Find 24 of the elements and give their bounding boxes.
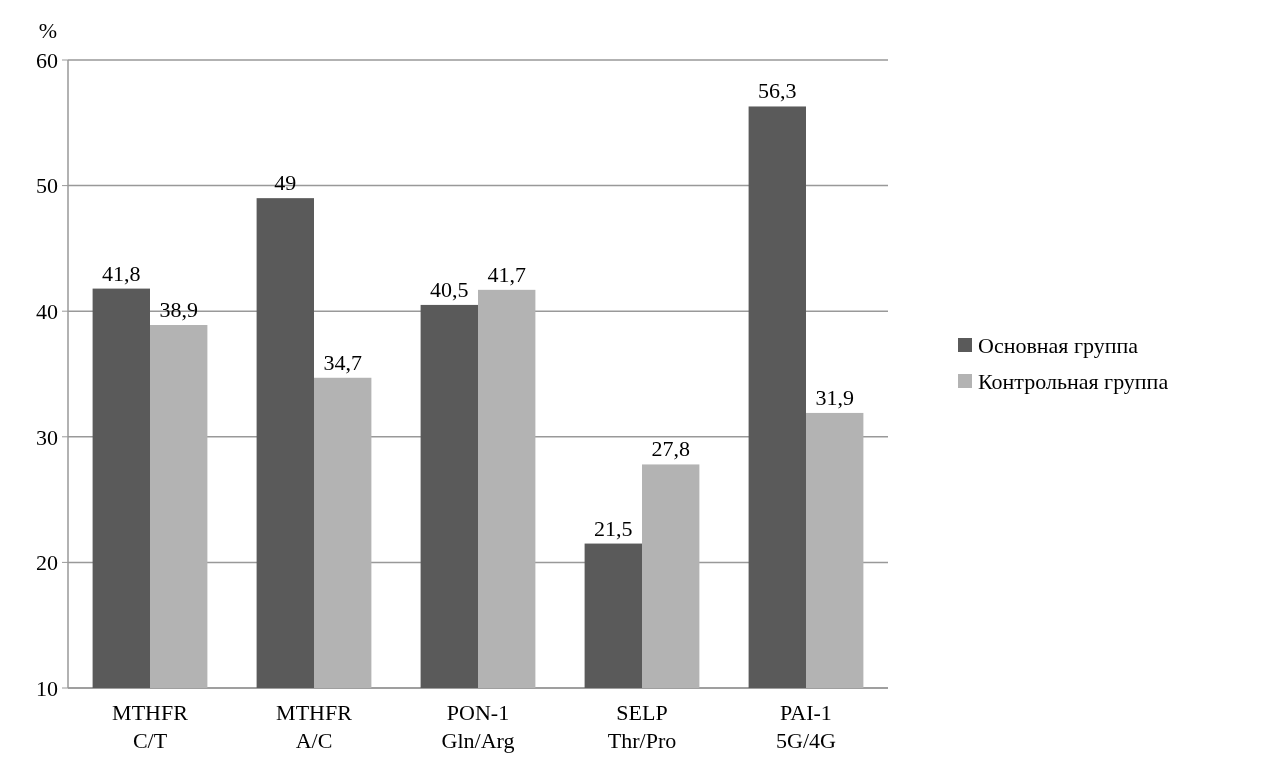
data-label: 40,5 xyxy=(430,276,469,302)
data-label: 31,9 xyxy=(815,384,854,410)
y-axis-title: % xyxy=(38,18,58,43)
y-tick-label: 60 xyxy=(36,47,58,73)
y-tick-label: 50 xyxy=(36,173,58,199)
data-label: 34,7 xyxy=(323,349,362,375)
y-tick-label: 10 xyxy=(36,675,58,701)
data-label: 49 xyxy=(274,170,297,196)
data-label: 41,8 xyxy=(102,260,141,286)
y-tick-label: 20 xyxy=(36,550,58,576)
data-label: 27,8 xyxy=(651,436,690,462)
legend-label: Контрольная группа xyxy=(978,368,1169,394)
data-label: 38,9 xyxy=(159,297,198,323)
data-label: 41,7 xyxy=(487,261,526,287)
y-tick-label: 40 xyxy=(36,298,58,324)
data-label: 56,3 xyxy=(758,78,797,104)
legend-label: Основная группа xyxy=(978,332,1139,358)
x-tick-label: MTHFR C/T xyxy=(112,700,189,753)
x-tick-label: MTHFR A/C xyxy=(276,700,353,753)
data-label: 21,5 xyxy=(594,515,633,541)
x-tick-label: PON-1 Gln/Arg xyxy=(441,700,515,753)
y-tick-label: 30 xyxy=(36,424,58,450)
x-tick-label: PAI-1 5G/4G xyxy=(776,700,837,753)
x-tick-label: SELP Thr/Pro xyxy=(607,700,677,753)
